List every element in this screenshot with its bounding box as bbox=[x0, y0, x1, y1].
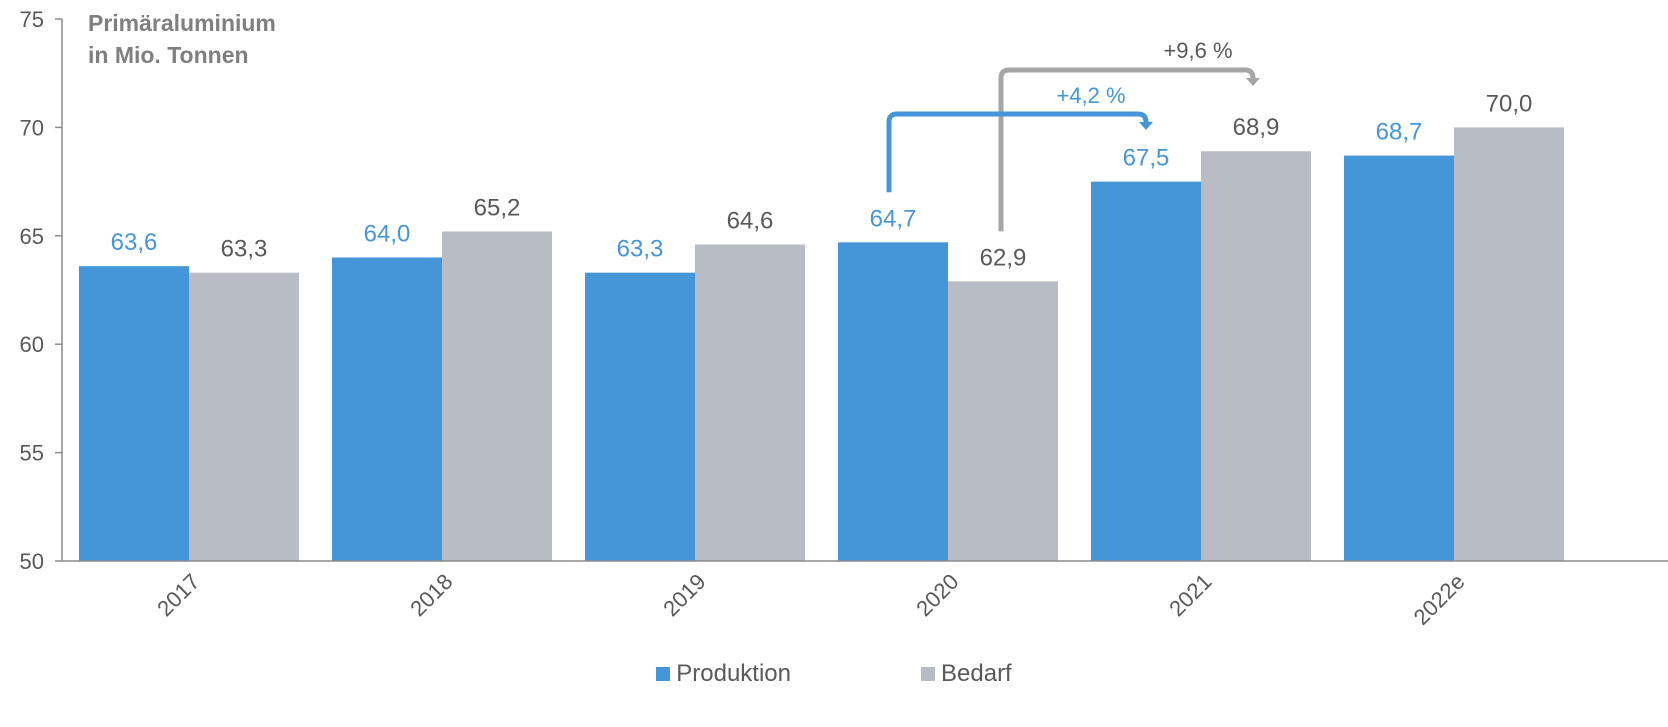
y-tick-label: 70 bbox=[20, 115, 44, 140]
value-label: 63,3 bbox=[221, 236, 268, 263]
x-tick-label: 2019 bbox=[658, 569, 710, 621]
growth-annotations: +9,6 % +4,2 % bbox=[886, 38, 1260, 232]
bar-bedarf-2020 bbox=[948, 281, 1058, 561]
legend: Produktion Bedarf bbox=[0, 660, 1668, 688]
value-label: 68,9 bbox=[1233, 114, 1280, 141]
value-label: 67,5 bbox=[1123, 145, 1170, 172]
legend-label-bedarf: Bedarf bbox=[941, 660, 1012, 687]
bar-produktion-2020 bbox=[838, 242, 948, 561]
y-tick-label: 60 bbox=[20, 332, 44, 357]
bar-produktion-2021 bbox=[1091, 181, 1201, 561]
value-label: 68,7 bbox=[1376, 119, 1423, 146]
bar-produktion-2019 bbox=[585, 272, 695, 561]
value-labels-group: 63,6 64,0 63,3 64,7 67,5 68,7 63,3 65,2 64,6 62,9… bbox=[111, 90, 1533, 271]
value-label: 64,0 bbox=[364, 220, 411, 247]
value-label: 70,0 bbox=[1486, 90, 1533, 117]
x-tick-label: 2022e bbox=[1409, 569, 1470, 630]
value-label: 62,9 bbox=[980, 244, 1027, 271]
bar-produktion-2022e bbox=[1344, 155, 1454, 562]
legend-item-bedarf: Bedarf bbox=[921, 660, 1012, 688]
annotation-arrowhead-bedarf bbox=[1246, 78, 1260, 86]
x-tick-label: 2021 bbox=[1164, 569, 1216, 621]
legend-swatch-produktion bbox=[656, 667, 671, 681]
x-tick-label: 2017 bbox=[152, 569, 204, 621]
bar-produktion-2018 bbox=[332, 257, 442, 561]
annotation-bracket-produktion bbox=[886, 111, 1149, 193]
value-label: 63,3 bbox=[617, 236, 664, 263]
value-label: 63,6 bbox=[111, 229, 158, 256]
bars-group bbox=[79, 127, 1564, 562]
y-tick-label: 75 bbox=[20, 7, 44, 32]
annotation-label-produktion: +4,2 % bbox=[1056, 83, 1125, 108]
bar-bedarf-2017 bbox=[189, 272, 299, 561]
legend-label-produktion: Produktion bbox=[676, 660, 792, 687]
bar-bedarf-2021 bbox=[1201, 151, 1311, 562]
y-tick-label: 55 bbox=[20, 441, 44, 466]
annotation-bracket-bedarf bbox=[998, 67, 1256, 232]
y-tick-label: 50 bbox=[20, 549, 44, 574]
annotation-label-bedarf: +9,6 % bbox=[1163, 38, 1232, 63]
chart-title: Primäraluminium bbox=[88, 10, 276, 36]
y-tick-label: 65 bbox=[20, 224, 44, 249]
bar-bedarf-2018 bbox=[442, 231, 552, 562]
x-tick-label: 2020 bbox=[911, 569, 963, 621]
annotation-arrowhead-produktion bbox=[1139, 122, 1153, 130]
bar-produktion-2017 bbox=[79, 266, 189, 561]
bar-bedarf-2019 bbox=[695, 244, 805, 562]
value-label: 65,2 bbox=[474, 194, 521, 221]
bar-bedarf-2022e bbox=[1454, 127, 1564, 562]
y-axis: 50 55 60 65 70 75 bbox=[20, 7, 63, 574]
value-label: 64,7 bbox=[870, 205, 917, 232]
x-axis: 2017 2018 2019 2020 2021 2022e bbox=[62, 560, 1668, 630]
x-tick-label: 2018 bbox=[405, 569, 457, 621]
value-label: 64,6 bbox=[727, 207, 774, 234]
chart-subtitle: in Mio. Tonnen bbox=[88, 42, 249, 68]
legend-swatch-bedarf bbox=[921, 667, 936, 681]
legend-item-produktion: Produktion bbox=[656, 660, 791, 688]
